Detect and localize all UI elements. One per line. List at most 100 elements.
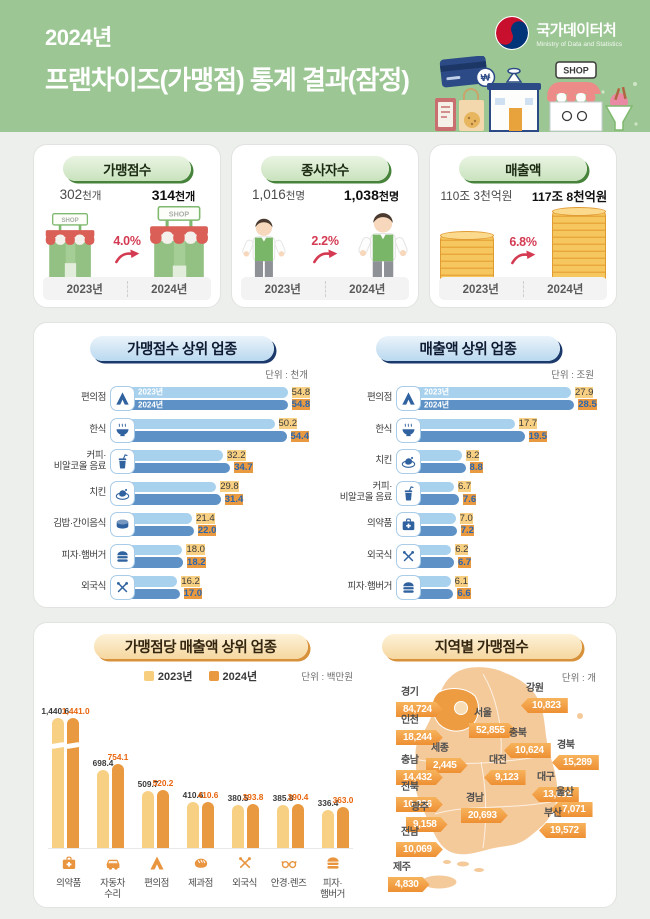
stat-card-employees: 종사자수 1,016천명 1,038천명 — [231, 144, 419, 308]
category-axis: 의약품 자동차 수리 편의점 제과점 외국식 안경·렌즈 피자· 햄버거 — [48, 855, 353, 901]
bar-2023년 — [417, 544, 452, 555]
chart-sales-by-industry: 매출액 상위 업종 단위 : 조원 편의점 2023년 27.9 2024년 28.5 한… — [334, 336, 602, 607]
region-name: 광주 — [411, 802, 429, 813]
region-value: 18,244 — [396, 730, 443, 745]
value-label: 6.1 — [454, 575, 468, 587]
unit-label: 단위 : 천개 — [265, 370, 308, 381]
bar-2023년: 410.6 — [183, 790, 203, 848]
region-value: 10,823 — [521, 698, 568, 713]
bar-line: 8.2 — [417, 449, 602, 461]
chicken-icon — [396, 449, 421, 474]
year-curr: 2024년 — [547, 283, 584, 296]
bar-line: 31.4 — [131, 493, 316, 505]
bar-group: 336.4 363.0 — [318, 795, 353, 848]
bar-2024년 — [131, 557, 184, 568]
category-label: 안경·렌즈 — [270, 878, 307, 889]
bar-pair: 18.0 18.2 — [131, 544, 316, 568]
value-label: 54.8 — [291, 386, 311, 398]
category-label: 편의점 — [144, 878, 169, 889]
region-name: 서울 — [474, 708, 492, 719]
glasses-icon — [280, 858, 297, 875]
bar-pair: 17.7 19.5 — [417, 418, 602, 442]
category-cell: 제과점 — [180, 855, 221, 901]
bar-2023년: 2023년 — [131, 387, 288, 398]
bar-line: 17.7 — [417, 418, 602, 430]
chart-sales-per-store: 가맹점당 매출액 상위 업종 2023년 2024년 단위 : 백만원 1,44… — [41, 634, 353, 907]
chart-row: 한식 50.2 54.4 — [48, 417, 316, 443]
region-value: 13,692 — [532, 787, 579, 802]
header-shop-illustration: ₩ SHOP — [435, 56, 638, 132]
category-cell: 피자· 햄버거 — [312, 855, 353, 901]
category-label: 외국식 — [232, 878, 257, 889]
region-name: 울산 — [556, 787, 574, 798]
chart-row: 김밥·간이음식 21.4 22.0 — [48, 512, 316, 537]
bar-group: 385.8 390.4 — [273, 792, 308, 848]
value-label: 1,441.0 — [61, 706, 90, 716]
map-region-울산: 울산 7,071 — [551, 783, 593, 817]
bar-line: 17.0 — [131, 588, 316, 600]
region-name: 경기 — [401, 687, 419, 698]
curr-number: 1,038 — [343, 187, 379, 203]
burger-icon — [396, 575, 421, 600]
stat-title: 매출액 — [459, 156, 587, 181]
prev-unit: 천명 — [285, 190, 306, 202]
bar-2023년 — [131, 450, 224, 461]
bar-pair: 2023년 27.9 2024년 28.5 — [417, 386, 602, 411]
map-region-서울: 서울 52,855 — [469, 704, 516, 738]
bar-2024년 — [417, 557, 454, 568]
bread-icon — [193, 858, 209, 875]
map-region-경남: 경남 20,693 — [461, 789, 508, 823]
value-label: 6.7 — [457, 556, 472, 568]
bar-group: 698.4 754.1 — [93, 752, 128, 848]
title-year: 2024년 — [45, 25, 112, 50]
legend-chip-2024 — [208, 671, 219, 681]
svg-text:₩: ₩ — [480, 72, 491, 84]
chart-row: 치킨 8.2 8.8 — [334, 449, 602, 474]
bar-pair: 2023년 54.8 2024년 54.8 — [131, 386, 316, 411]
bar-2023년 — [131, 544, 183, 555]
map-region-경북: 경북 15,289 — [552, 736, 599, 770]
chart-legend: 2023년 2024년 단위 : 백만원 — [48, 668, 353, 684]
drink-cup-icon — [110, 449, 135, 474]
axis-break-mark — [50, 741, 66, 750]
storefront-2023: SHOP — [44, 213, 96, 284]
bar-line: 7.2 — [417, 525, 602, 537]
value-label: 21.4 — [196, 512, 215, 524]
region-value: 19,572 — [539, 823, 586, 838]
value-label: 7.2 — [460, 525, 474, 537]
map-region-충북: 충북 10,624 — [504, 724, 551, 758]
value-label: 509.7 — [137, 779, 159, 789]
category-cell: 외국식 — [224, 855, 265, 901]
chart-row: 치킨 29.8 31.4 — [48, 480, 316, 506]
category-cell: 편의점 — [136, 855, 177, 901]
bar-line: 29.8 — [131, 481, 316, 493]
year-band: 2023년 2024년 — [241, 277, 409, 300]
chart-title: 가맹점당 매출액 상위 업종 — [93, 634, 308, 659]
bar-2023년 — [417, 418, 515, 429]
prev-unit: 천개 — [82, 190, 102, 202]
value-label: 520.2 — [152, 778, 174, 788]
bar-pair: 16.2 17.0 — [131, 575, 316, 600]
value-label: 8.8 — [469, 462, 483, 474]
value-label: 27.9 — [574, 386, 594, 398]
map-region-부산: 부산 19,572 — [539, 804, 586, 838]
value-label: 54.8 — [291, 399, 311, 411]
bar-line: 16.2 — [131, 575, 316, 587]
category-label: 편의점 — [366, 392, 392, 404]
chart-row: 한식 17.7 19.5 — [334, 417, 602, 443]
bar-line: 34.7 — [131, 462, 316, 474]
year-curr: 2024년 — [349, 283, 386, 296]
region-name: 충북 — [509, 728, 527, 739]
bar-line: 8.8 — [417, 462, 602, 474]
value-label: 6.2 — [455, 544, 469, 556]
region-name: 대전 — [489, 755, 507, 766]
bar-line: 7.6 — [417, 493, 602, 505]
value-label: 7.6 — [462, 493, 477, 505]
bar-2024년: 2024년 — [417, 399, 575, 410]
bar-2024년: 393.8 — [243, 792, 263, 848]
value-label: 34.7 — [234, 462, 253, 474]
region-value: 7,071 — [551, 802, 593, 817]
chart-row: 의약품 7.0 7.2 — [334, 512, 602, 537]
store-tent-icon — [149, 856, 165, 875]
bar-2023년: 2023년 — [417, 387, 571, 398]
